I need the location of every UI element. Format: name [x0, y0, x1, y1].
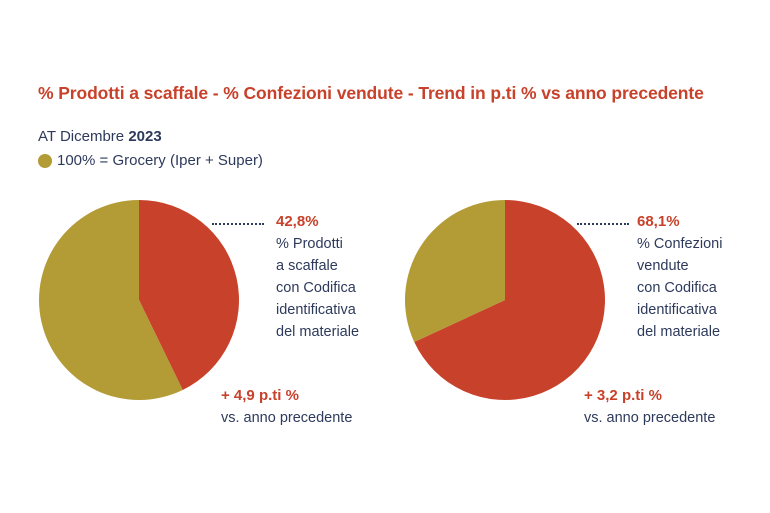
pie-chart-sold-packages — [404, 200, 605, 400]
pie-1-description-line: a scaffale — [276, 258, 338, 274]
leader-line-2 — [577, 223, 629, 225]
callout-2: 68,1% % Confezioni vendute con Codifica … — [637, 211, 722, 343]
legend-label: 100% = Grocery (Iper + Super) — [57, 152, 263, 169]
subtitle: AT Dicembre 2023 — [38, 128, 162, 145]
trend-1: + 4,9 p.ti % vs. anno precedente — [221, 385, 352, 429]
pie-slice-rest — [404, 200, 505, 343]
pie-1-trend-value: + 4,9 p.ti % — [221, 387, 299, 404]
pie-2-description-line: % Confezioni — [637, 236, 723, 252]
subtitle-year: 2023 — [128, 128, 162, 145]
pie-1-description-line: % Prodotti — [276, 236, 343, 252]
chart-title: % Prodotti a scaffale - % Confezioni ven… — [38, 83, 704, 103]
pie-1-description-line: con Codifica — [276, 280, 356, 296]
legend-swatch — [38, 153, 52, 168]
pie-2-value-label: 68,1% — [637, 213, 680, 230]
leader-line-1 — [212, 223, 264, 225]
pie-2-description-line: identificativa — [637, 302, 717, 318]
pie-1-trend-label: vs. anno precedente — [221, 410, 353, 426]
pie-1-description-line: identificativa — [276, 302, 356, 318]
pie-slice-rest — [38, 200, 183, 400]
callout-1: 42,8% % Prodotti a scaffale con Codifica… — [276, 211, 359, 343]
pie-2-description-line: del materiale — [637, 324, 721, 340]
pie-slice-highlight — [414, 200, 605, 400]
subtitle-prefix: AT Dicembre — [38, 128, 129, 145]
pie-slice-highlight — [139, 200, 240, 390]
pie-2-description-line: vendute — [637, 258, 689, 274]
pie-2-description-line: con Codifica — [637, 280, 717, 296]
trend-2: + 3,2 p.ti % vs. anno precedente — [584, 385, 715, 429]
legend: 100% = Grocery (Iper + Super) — [38, 152, 263, 169]
pie-1-description-line: del materiale — [276, 324, 360, 340]
pie-2-trend-value: + 3,2 p.ti % — [584, 387, 662, 404]
pie-1-value-label: 42,8% — [276, 213, 319, 230]
pie-chart-shelf-products — [38, 200, 240, 400]
pie-2-trend-label: vs. anno precedente — [584, 410, 716, 426]
